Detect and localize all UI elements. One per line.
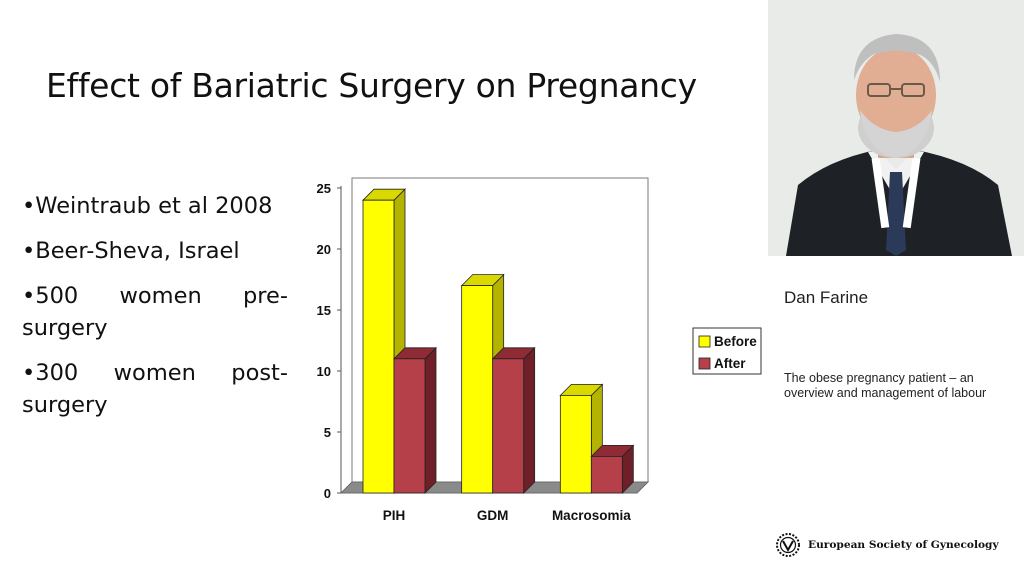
society-logo-icon <box>776 533 800 557</box>
bar-side <box>523 346 536 494</box>
y-tick-label: 25 <box>317 181 331 196</box>
x-tick-label: PIH <box>383 508 406 523</box>
bar-chart: 0 5 10 15 20 25 PIH GDM Macrosomia Before After <box>317 177 762 523</box>
x-tick-label: GDM <box>477 508 509 523</box>
y-tick-label: 10 <box>317 364 331 379</box>
bar <box>590 455 623 494</box>
organization-name: European Society of Gynecology <box>808 539 999 551</box>
bar <box>492 358 525 494</box>
bar <box>393 358 426 494</box>
y-tick-label: 5 <box>324 425 331 440</box>
slide: Effect of Bariatric Surgery on Pregnancy… <box>22 66 762 523</box>
bullet-item: •Beer-Sheva, Israel <box>22 238 240 264</box>
legend-label: Before <box>714 334 757 349</box>
slide-title: Effect of Bariatric Surgery on Pregnancy <box>46 66 697 105</box>
legend-swatch <box>698 357 711 370</box>
bar <box>362 199 395 494</box>
presenter-video <box>768 0 1024 256</box>
bullet-item: •500 women pre-surgery <box>22 283 288 341</box>
bullet-item: •300 women post-surgery <box>22 360 288 418</box>
bar-side <box>424 346 437 494</box>
y-tick-label: 20 <box>317 242 331 257</box>
y-tick-label: 15 <box>317 303 331 318</box>
presenter-image <box>768 0 1024 256</box>
talk-title: The obese pregnancy patient – an overvie… <box>784 371 987 400</box>
organization-footer <box>772 532 1022 558</box>
legend-label: After <box>714 356 746 371</box>
presenter-name: Dan Farine <box>784 288 869 307</box>
bullet-list: •Weintraub et al 2008 •Beer-Sheva, Israe… <box>22 190 288 434</box>
x-tick-label: Macrosomia <box>552 508 631 523</box>
bar <box>461 285 494 494</box>
legend-swatch <box>698 335 711 348</box>
sidebar: Dan Farine The obese pregnancy patient –… <box>768 0 1024 576</box>
bar <box>559 394 592 494</box>
bullet-item: •Weintraub et al 2008 <box>22 193 273 219</box>
y-tick-label: 0 <box>324 486 331 501</box>
